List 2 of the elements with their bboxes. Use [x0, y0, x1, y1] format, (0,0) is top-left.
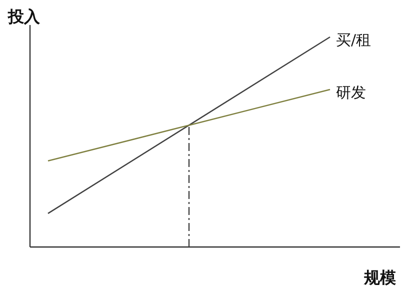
x-axis-title: 规模: [363, 268, 396, 287]
y-axis-title: 投入: [7, 7, 41, 26]
